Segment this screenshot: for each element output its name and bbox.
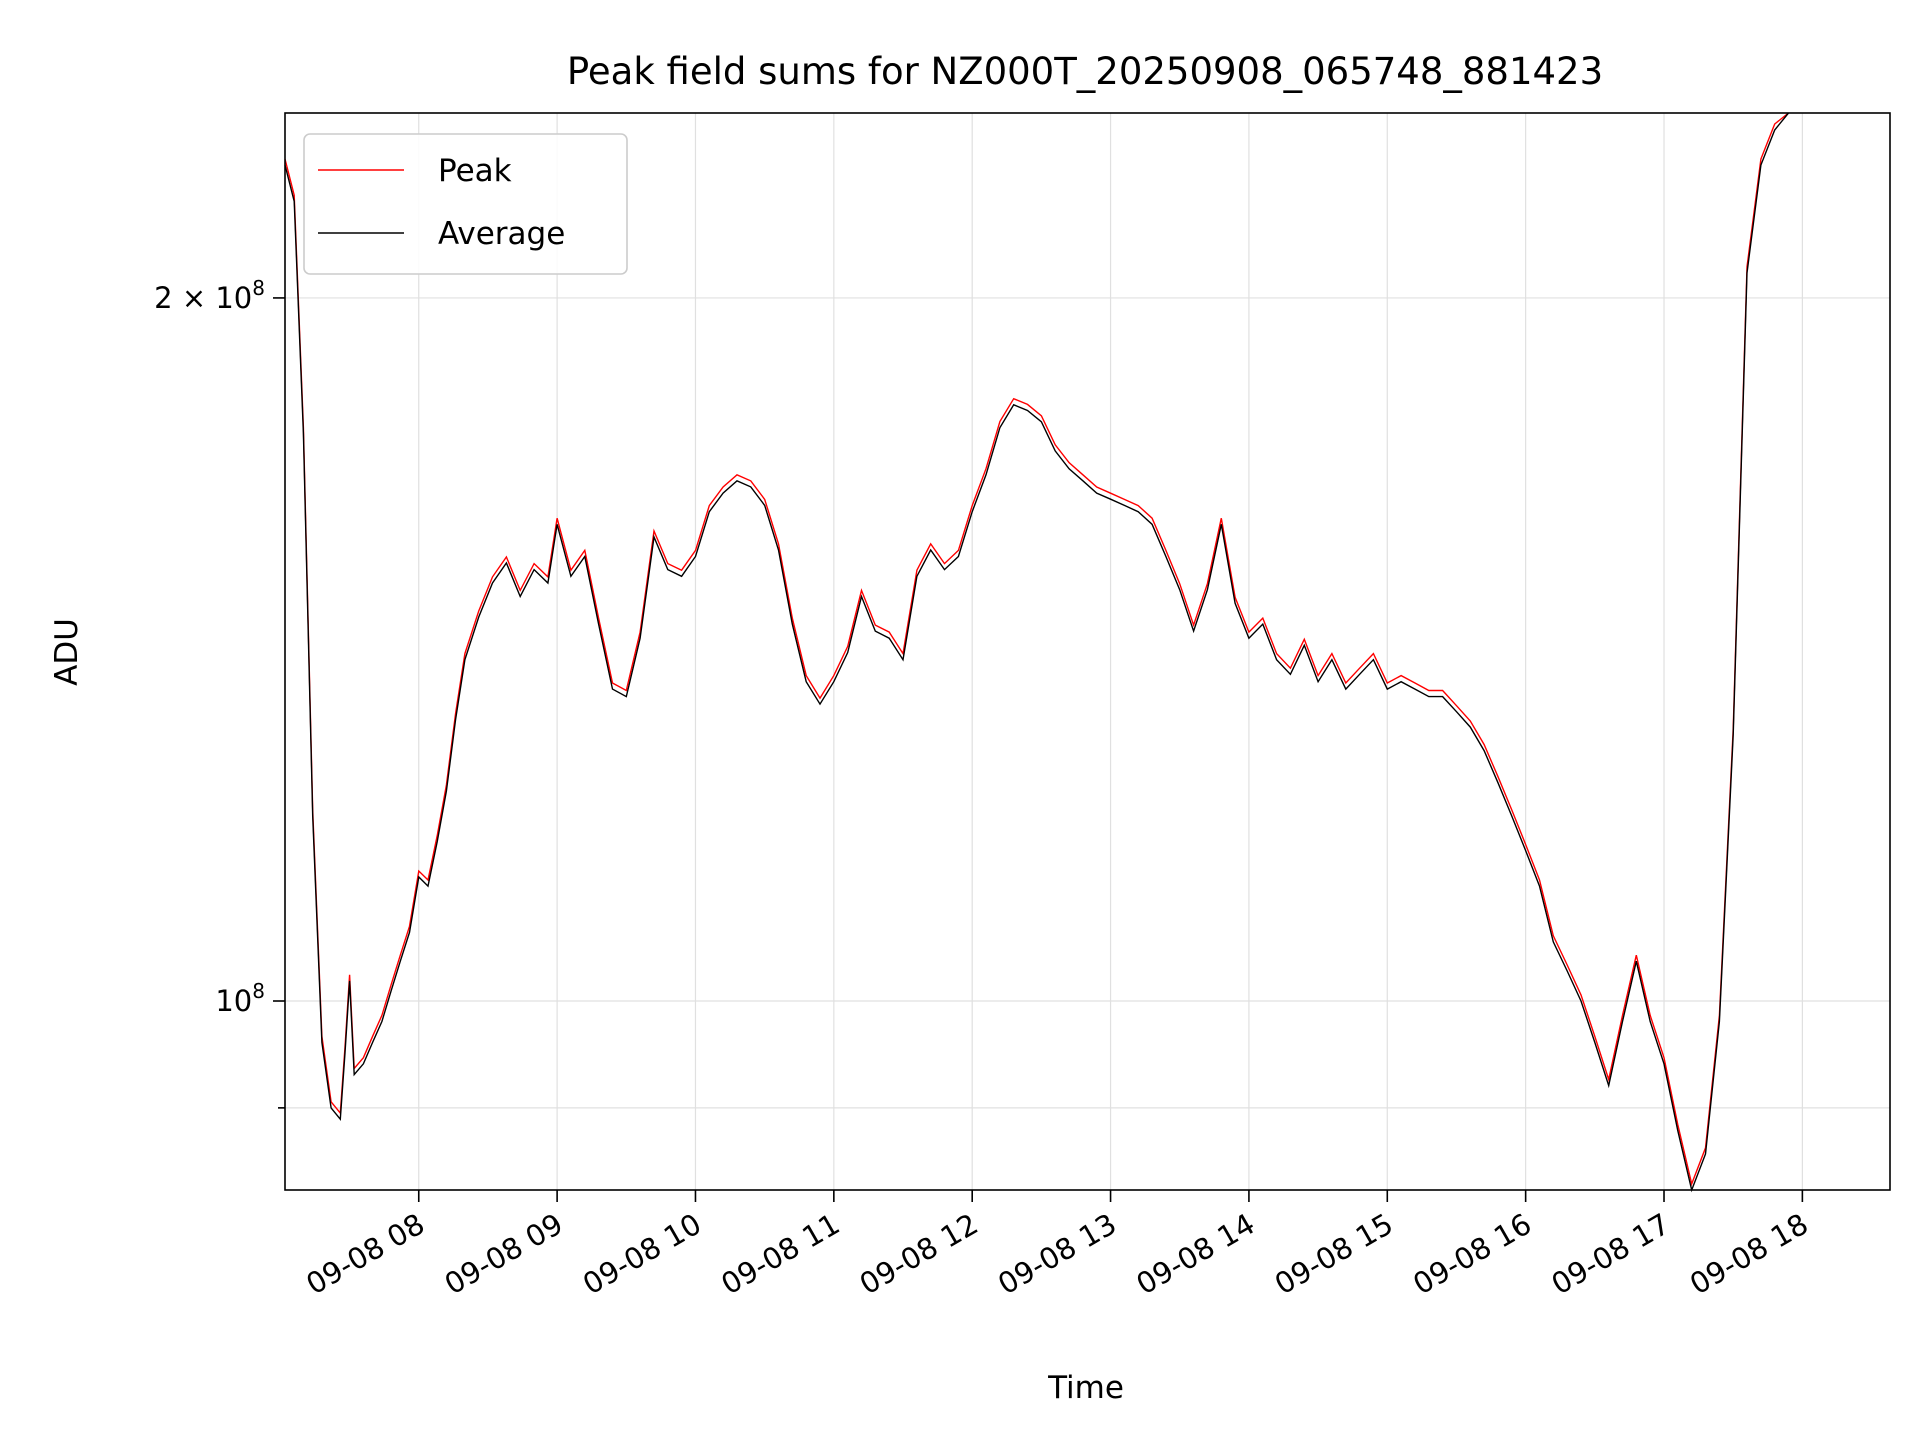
legend-box xyxy=(303,133,628,275)
x-axis-label: Time xyxy=(1047,1370,1124,1406)
x-tick-label: 09-08 13 xyxy=(992,1207,1122,1302)
x-tick-label: 09-08 11 xyxy=(715,1207,845,1302)
series-layer xyxy=(284,112,1790,1193)
series-line-peak xyxy=(284,112,1789,1187)
legend-label-peak: Peak xyxy=(438,153,512,189)
x-tick-label: 09-08 10 xyxy=(577,1207,707,1302)
x-tick-label: 09-08 12 xyxy=(854,1207,984,1302)
y-axis-label: ADU xyxy=(49,618,85,686)
y-tick-label: 2 × 108 xyxy=(154,276,265,315)
x-axis: 09-08 08 09-08 09 09-08 10 09-08 11 09-08 12… xyxy=(300,1190,1814,1301)
grid xyxy=(285,113,1890,1190)
x-tick-label: 09-08 14 xyxy=(1131,1207,1261,1302)
x-tick-label: 09-08 18 xyxy=(1684,1207,1814,1302)
x-tick-label: 09-08 09 xyxy=(439,1207,569,1302)
series-line-average xyxy=(284,112,1790,1193)
x-tick-label: 09-08 17 xyxy=(1546,1207,1676,1302)
legend: Peak Average xyxy=(303,133,628,275)
x-tick-label: 09-08 15 xyxy=(1269,1207,1399,1302)
x-tick-label: 09-08 08 xyxy=(300,1207,430,1302)
chart-title: Peak field sums for NZ000T_20250908_0657… xyxy=(567,50,1603,93)
x-tick-label: 09-08 16 xyxy=(1407,1207,1537,1302)
y-tick-label: 108 xyxy=(215,979,265,1018)
y-axis: 108 2 × 108 xyxy=(154,276,285,1109)
plot-area-frame xyxy=(284,112,1891,1191)
legend-label-average: Average xyxy=(438,216,565,252)
